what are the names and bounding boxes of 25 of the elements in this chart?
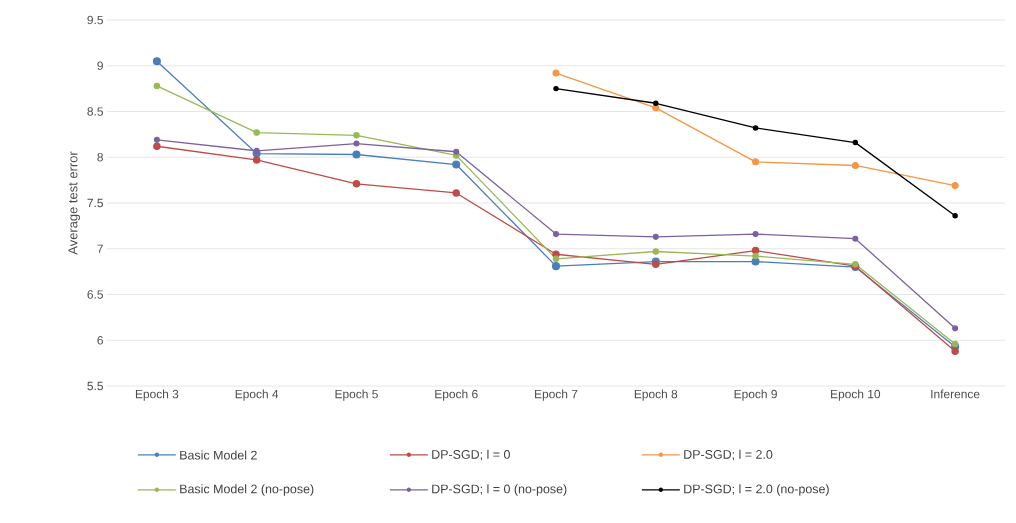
x-tick-label: Epoch 8 <box>634 389 678 401</box>
x-tick-label: Epoch 7 <box>535 389 578 401</box>
y-tick-label: 7 <box>97 244 103 253</box>
x-tick-label: Epoch 3 <box>135 389 179 401</box>
x-tick-label: Epoch 10 <box>831 389 881 401</box>
y-tick-label: 6 <box>97 336 103 345</box>
legend-label: DP-SGD; l = 0 (no-pose) <box>432 484 567 496</box>
legend-label: DP-SGD; l = 2.0 (no-pose) <box>684 484 829 496</box>
legend-label: Basic Model 2 <box>180 450 257 460</box>
x-tick-label: Epoch 4 <box>235 389 279 401</box>
x-tick-label: Epoch 6 <box>435 389 478 401</box>
y-tick-label: 9.5 <box>87 15 103 25</box>
legend-label: DP-SGD; l = 2.0 <box>684 449 773 461</box>
y-axis-title: Average test error <box>68 151 81 255</box>
x-tick-label: Inference <box>931 389 980 399</box>
y-tick-label: 5.5 <box>87 381 103 391</box>
x-tick-label: Epoch 5 <box>335 389 378 401</box>
y-tick-label: 8 <box>97 153 103 162</box>
y-tick-label: 7.5 <box>87 198 103 208</box>
x-tick-label: Epoch 9 <box>734 389 777 401</box>
y-tick-label: 8.5 <box>87 107 103 116</box>
y-tick-label: 9 <box>97 61 103 70</box>
legend-label: DP-SGD; l = 0 <box>432 449 510 461</box>
legend-label: Basic Model 2 (no-pose) <box>180 484 314 496</box>
y-tick-label: 6.5 <box>87 290 103 299</box>
